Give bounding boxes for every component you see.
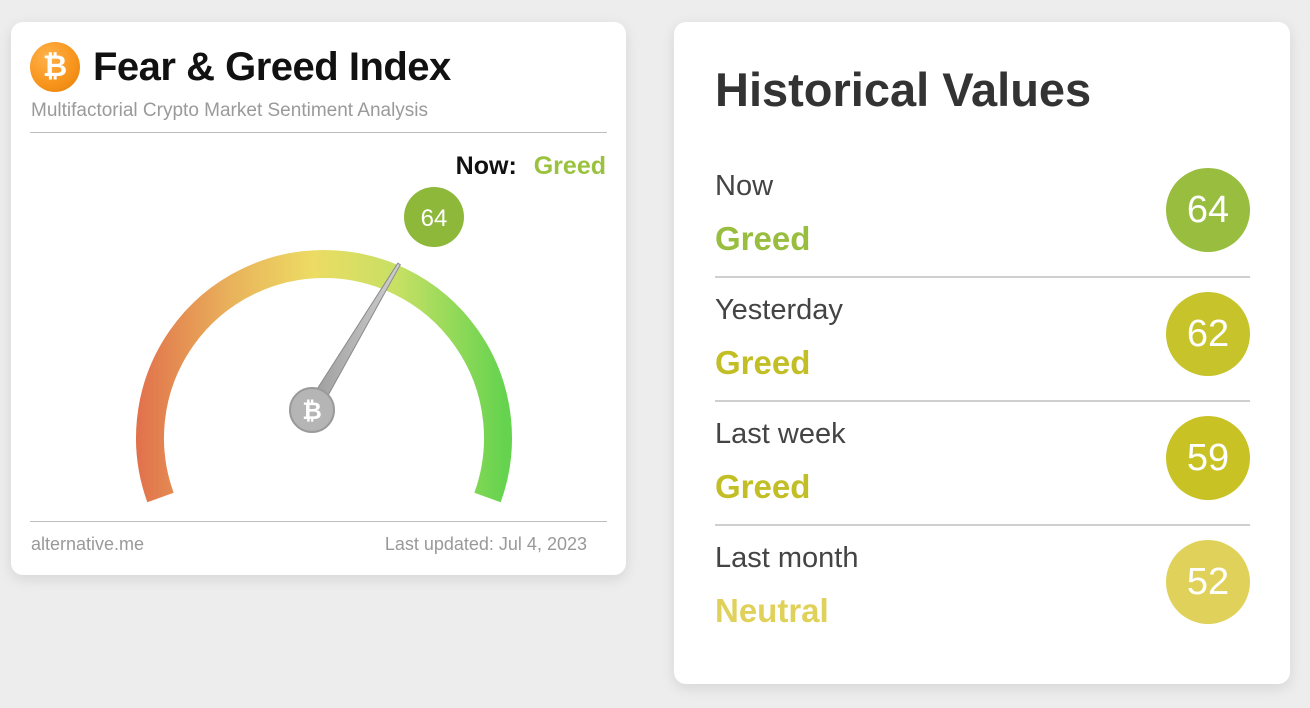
history-divider <box>715 400 1250 402</box>
history-row-now: Now Greed 64 <box>715 168 1250 294</box>
last-updated: Last updated: Jul 4, 2023 <box>384 534 587 554</box>
fear-greed-title: Fear & Greed Index <box>93 44 451 89</box>
now-label: Now: <box>455 152 517 180</box>
history-period: Last week <box>715 418 846 450</box>
sentiment-gauge: ₿ 64 <box>136 187 512 503</box>
gauge-value-badge <box>404 187 464 247</box>
history-value-badge: 64 <box>1166 168 1250 252</box>
history-row-last-week: Last week Greed 59 <box>715 416 1250 542</box>
history-divider <box>715 524 1250 526</box>
footer-divider <box>30 521 607 522</box>
fear-greed-header: ₿ Fear & Greed Index <box>30 42 451 92</box>
historical-title: Historical Values <box>715 63 1092 116</box>
history-row-yesterday: Yesterday Greed 62 <box>715 292 1250 418</box>
history-row-last-month: Last month Neutral 52 <box>715 540 1250 666</box>
history-period: Last month <box>715 542 859 574</box>
header-divider <box>30 132 607 133</box>
fear-greed-card: ₿ Fear & Greed Index Multifactorial Cryp… <box>11 22 626 575</box>
history-period: Now <box>715 170 774 202</box>
gauge-value-text: 64 <box>421 205 448 232</box>
history-divider <box>715 276 1250 278</box>
history-value-badge: 59 <box>1166 416 1250 500</box>
history-classification: Neutral <box>715 592 829 629</box>
now-classification: Greed <box>533 152 606 180</box>
history-value-badge: 52 <box>1166 540 1250 624</box>
gauge-arc <box>136 250 512 503</box>
history-classification: Greed <box>715 220 811 257</box>
history-period: Yesterday <box>715 294 843 326</box>
now-classification-line: Now: Greed <box>456 152 606 181</box>
needle-hub <box>289 387 335 433</box>
bitcoin-logo-icon: ₿ <box>30 42 80 92</box>
source-link[interactable]: alternative.me <box>31 534 145 554</box>
history-classification: Greed <box>715 344 811 381</box>
history-classification: Greed <box>715 468 811 505</box>
historical-values-card: Historical Values Now Greed 64 Yesterday… <box>674 22 1290 684</box>
fear-greed-subtitle: Multifactorial Crypto Market Sentiment A… <box>31 100 429 121</box>
needle-hub-bitcoin-icon: ₿ <box>302 397 322 425</box>
history-value-badge: 62 <box>1166 292 1250 376</box>
